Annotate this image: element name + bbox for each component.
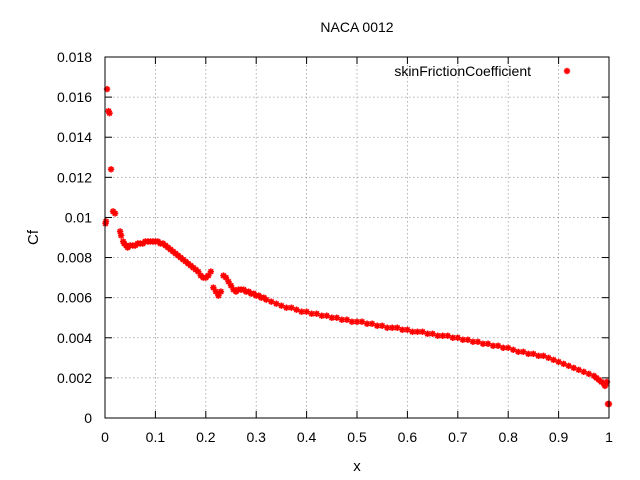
y-axis-label: Cf — [25, 229, 42, 245]
data-point — [404, 326, 411, 333]
data-point — [424, 330, 431, 337]
data-point — [278, 302, 285, 309]
data-point — [555, 358, 562, 366]
data-point — [464, 336, 472, 343]
data-point — [510, 346, 517, 354]
y-tick-label: 0.018 — [57, 49, 92, 65]
x-tick-label: 0.1 — [146, 429, 166, 445]
x-axis-label: x — [353, 458, 361, 475]
data-point — [520, 348, 527, 356]
data-point — [273, 300, 280, 307]
data-point — [585, 370, 593, 378]
data-point — [499, 344, 507, 352]
data-point — [444, 332, 451, 339]
data-point — [293, 306, 300, 313]
x-tick-label: 0.4 — [297, 429, 317, 445]
y-tick-label: 0.008 — [57, 250, 92, 266]
data-point — [384, 324, 391, 331]
data-point — [525, 350, 532, 358]
data-point — [560, 360, 567, 368]
data-point — [489, 342, 497, 349]
data-point — [379, 322, 386, 329]
data-point — [530, 350, 537, 358]
data-point — [419, 328, 426, 335]
data-point — [429, 330, 436, 337]
data-point — [394, 324, 401, 331]
data-point — [333, 314, 341, 321]
x-tick-label: 0.3 — [246, 429, 266, 445]
data-point — [494, 342, 502, 349]
data-point — [540, 352, 547, 360]
data-points — [102, 85, 613, 408]
grid-lines — [105, 57, 609, 418]
data-point — [117, 232, 125, 239]
data-point — [484, 340, 492, 347]
data-point — [323, 312, 330, 319]
y-tick-label: 0.016 — [57, 89, 92, 105]
data-point — [343, 316, 351, 323]
data-point — [288, 304, 295, 311]
data-point — [575, 366, 582, 374]
x-tick-label: 0.5 — [347, 429, 367, 445]
data-point — [474, 338, 482, 345]
data-point — [505, 344, 512, 352]
y-tick-label: 0.014 — [57, 129, 92, 145]
y-tick-label: 0.002 — [57, 370, 92, 386]
data-point — [217, 288, 225, 295]
x-tick-label: 0.9 — [549, 429, 569, 445]
data-point — [570, 364, 577, 372]
x-tick-label: 0 — [101, 429, 109, 445]
data-point — [313, 310, 320, 317]
x-tick-label: 0.2 — [196, 429, 216, 445]
y-tick-label: 0.01 — [65, 209, 92, 225]
data-point — [358, 318, 366, 325]
data-point — [454, 334, 461, 341]
data-point — [449, 334, 456, 341]
data-point — [368, 320, 376, 327]
data-point — [580, 368, 587, 376]
data-point — [102, 218, 110, 225]
x-tick-label: 1 — [605, 429, 613, 445]
y-tick-label: 0.004 — [57, 330, 92, 346]
plot-frame — [104, 56, 610, 419]
data-point — [545, 354, 552, 362]
data-point — [439, 332, 446, 339]
y-tick-label: 0.006 — [57, 290, 92, 306]
legend: skinFrictionCoefficient — [394, 63, 571, 79]
legend-label: skinFrictionCoefficient — [394, 63, 531, 79]
y-tick-label: 0 — [84, 410, 92, 426]
chart-title: NACA 0012 — [320, 19, 393, 35]
tick-labels: 0 0.1 0.2 0.3 0.4 0.5 0.6 0.7 0.8 0.9 1 0 0.002 0.004… — [57, 49, 613, 445]
data-point — [215, 292, 222, 299]
data-point — [207, 268, 215, 275]
data-point — [106, 109, 113, 117]
legend-marker-star — [563, 67, 571, 75]
x-tick-label: 0.7 — [448, 429, 468, 445]
x-tick-label: 0.6 — [398, 429, 418, 445]
data-point — [263, 296, 270, 303]
data-point — [565, 362, 572, 370]
data-point — [268, 298, 275, 305]
data-point — [303, 308, 310, 315]
data-point — [318, 312, 325, 319]
data-point — [107, 166, 115, 173]
data-point — [389, 324, 396, 331]
data-point — [353, 318, 361, 325]
x-tick-label: 0.8 — [498, 429, 518, 445]
legend-marker — [563, 67, 571, 75]
y-tick-label: 0.012 — [57, 169, 92, 185]
data-point — [111, 210, 119, 217]
data-point — [550, 356, 557, 364]
